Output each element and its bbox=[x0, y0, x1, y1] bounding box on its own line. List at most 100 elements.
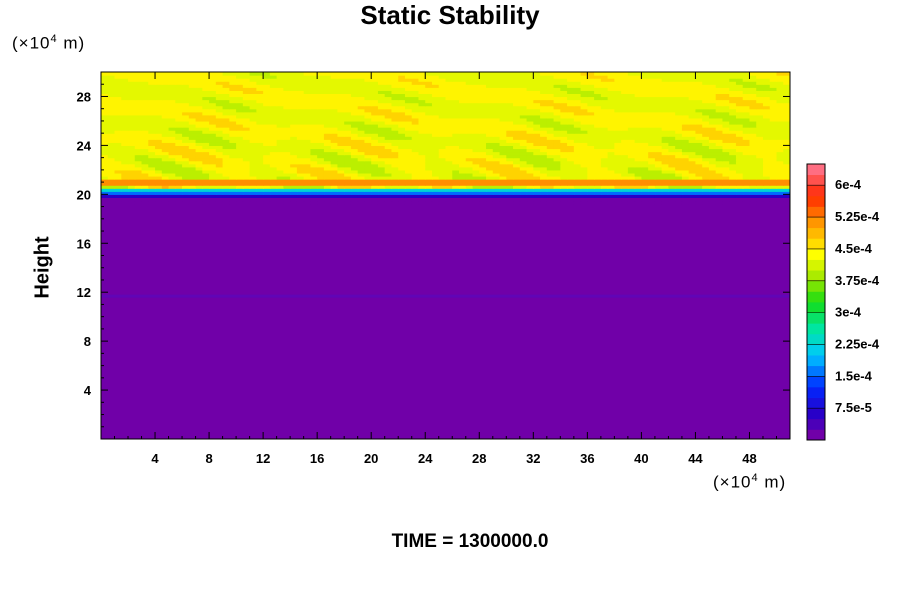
field-cell bbox=[391, 139, 399, 143]
field-cell bbox=[668, 120, 676, 125]
field-cell bbox=[783, 197, 790, 202]
field-cell bbox=[249, 188, 257, 192]
field-cell bbox=[668, 72, 676, 76]
field-cell bbox=[465, 169, 474, 174]
field-cell bbox=[101, 154, 109, 159]
field-cell bbox=[182, 139, 190, 143]
field-cell bbox=[101, 78, 109, 82]
field-cell bbox=[128, 145, 136, 150]
field-cell bbox=[742, 157, 751, 162]
field-cell bbox=[600, 87, 609, 91]
field-cell bbox=[654, 154, 663, 159]
field-cell bbox=[762, 114, 771, 119]
field-cell bbox=[107, 172, 116, 177]
field-cell bbox=[634, 114, 642, 119]
field-cell bbox=[648, 87, 656, 91]
field-cell bbox=[384, 105, 393, 110]
field-cell bbox=[681, 188, 690, 192]
field-cell bbox=[209, 139, 217, 143]
field-cell bbox=[242, 166, 251, 171]
field-cell bbox=[310, 75, 318, 79]
field-cell bbox=[594, 194, 602, 198]
field-cell bbox=[540, 163, 548, 168]
field-cell bbox=[175, 84, 183, 88]
field-cell bbox=[438, 105, 447, 110]
field-cell bbox=[607, 145, 615, 150]
field-cell bbox=[783, 185, 790, 189]
field-cell bbox=[276, 120, 284, 125]
field-cell bbox=[425, 188, 433, 192]
field-cell bbox=[236, 154, 244, 159]
field-cell bbox=[398, 105, 406, 110]
field-cell bbox=[634, 160, 642, 165]
colorbar-swatch bbox=[807, 280, 825, 292]
field-cell bbox=[229, 93, 237, 98]
field-cell bbox=[654, 120, 663, 125]
field-cell bbox=[215, 163, 224, 168]
field-cell bbox=[128, 179, 136, 183]
field-cell bbox=[573, 72, 582, 76]
field-cell bbox=[168, 123, 176, 128]
field-cell bbox=[296, 185, 305, 189]
field-cell bbox=[756, 172, 764, 177]
field-cell bbox=[749, 117, 757, 122]
field-cell bbox=[546, 105, 555, 110]
field-cell bbox=[634, 78, 642, 82]
field-cell bbox=[188, 81, 197, 85]
field-cell bbox=[296, 169, 305, 174]
field-cell bbox=[283, 191, 291, 195]
colorbar-swatch bbox=[807, 238, 825, 250]
field-cell bbox=[134, 157, 143, 162]
field-cell bbox=[317, 191, 325, 195]
field-cell bbox=[404, 114, 413, 119]
field-cell bbox=[290, 123, 298, 128]
field-cell bbox=[600, 142, 609, 146]
field-cell bbox=[182, 172, 190, 177]
field-cell bbox=[553, 117, 561, 122]
field-cell bbox=[654, 114, 663, 119]
field-cell bbox=[445, 188, 453, 192]
field-cell bbox=[756, 157, 764, 162]
field-cell bbox=[134, 99, 143, 104]
field-cell bbox=[614, 120, 622, 125]
field-cell bbox=[560, 169, 568, 174]
field-cell bbox=[769, 154, 778, 159]
field-cell bbox=[310, 120, 318, 125]
field-cell bbox=[715, 87, 724, 91]
field-cell bbox=[310, 154, 318, 159]
field-cell bbox=[256, 114, 264, 119]
field-cell bbox=[519, 105, 528, 110]
field-cell bbox=[350, 127, 359, 131]
field-cell bbox=[492, 133, 501, 137]
field-cell bbox=[587, 182, 595, 186]
field-cell bbox=[101, 93, 109, 98]
field-cell bbox=[303, 123, 312, 128]
field-cell bbox=[486, 102, 494, 107]
field-cell bbox=[614, 191, 622, 195]
field-cell bbox=[486, 166, 494, 171]
field-cell bbox=[479, 154, 487, 159]
field-cell bbox=[634, 172, 642, 177]
field-cell bbox=[195, 139, 203, 143]
field-cell bbox=[161, 160, 170, 165]
field-cell bbox=[249, 151, 257, 156]
field-cell bbox=[452, 191, 460, 195]
field-cell bbox=[418, 194, 426, 198]
field-cell bbox=[506, 160, 514, 165]
field-cell bbox=[344, 127, 352, 131]
field-cell bbox=[236, 117, 244, 122]
field-cell bbox=[215, 194, 224, 198]
field-cell bbox=[236, 84, 244, 88]
field-cell bbox=[681, 160, 690, 165]
field-cell bbox=[431, 200, 440, 205]
field-cell bbox=[654, 197, 663, 202]
field-cell bbox=[242, 81, 251, 85]
field-cell bbox=[459, 151, 467, 156]
field-cell bbox=[546, 191, 555, 195]
field-cell bbox=[519, 93, 528, 98]
field-cell bbox=[425, 127, 433, 131]
field-cell bbox=[472, 200, 480, 205]
field-cell bbox=[357, 142, 366, 146]
field-cell bbox=[310, 81, 318, 85]
field-cell bbox=[627, 166, 636, 171]
